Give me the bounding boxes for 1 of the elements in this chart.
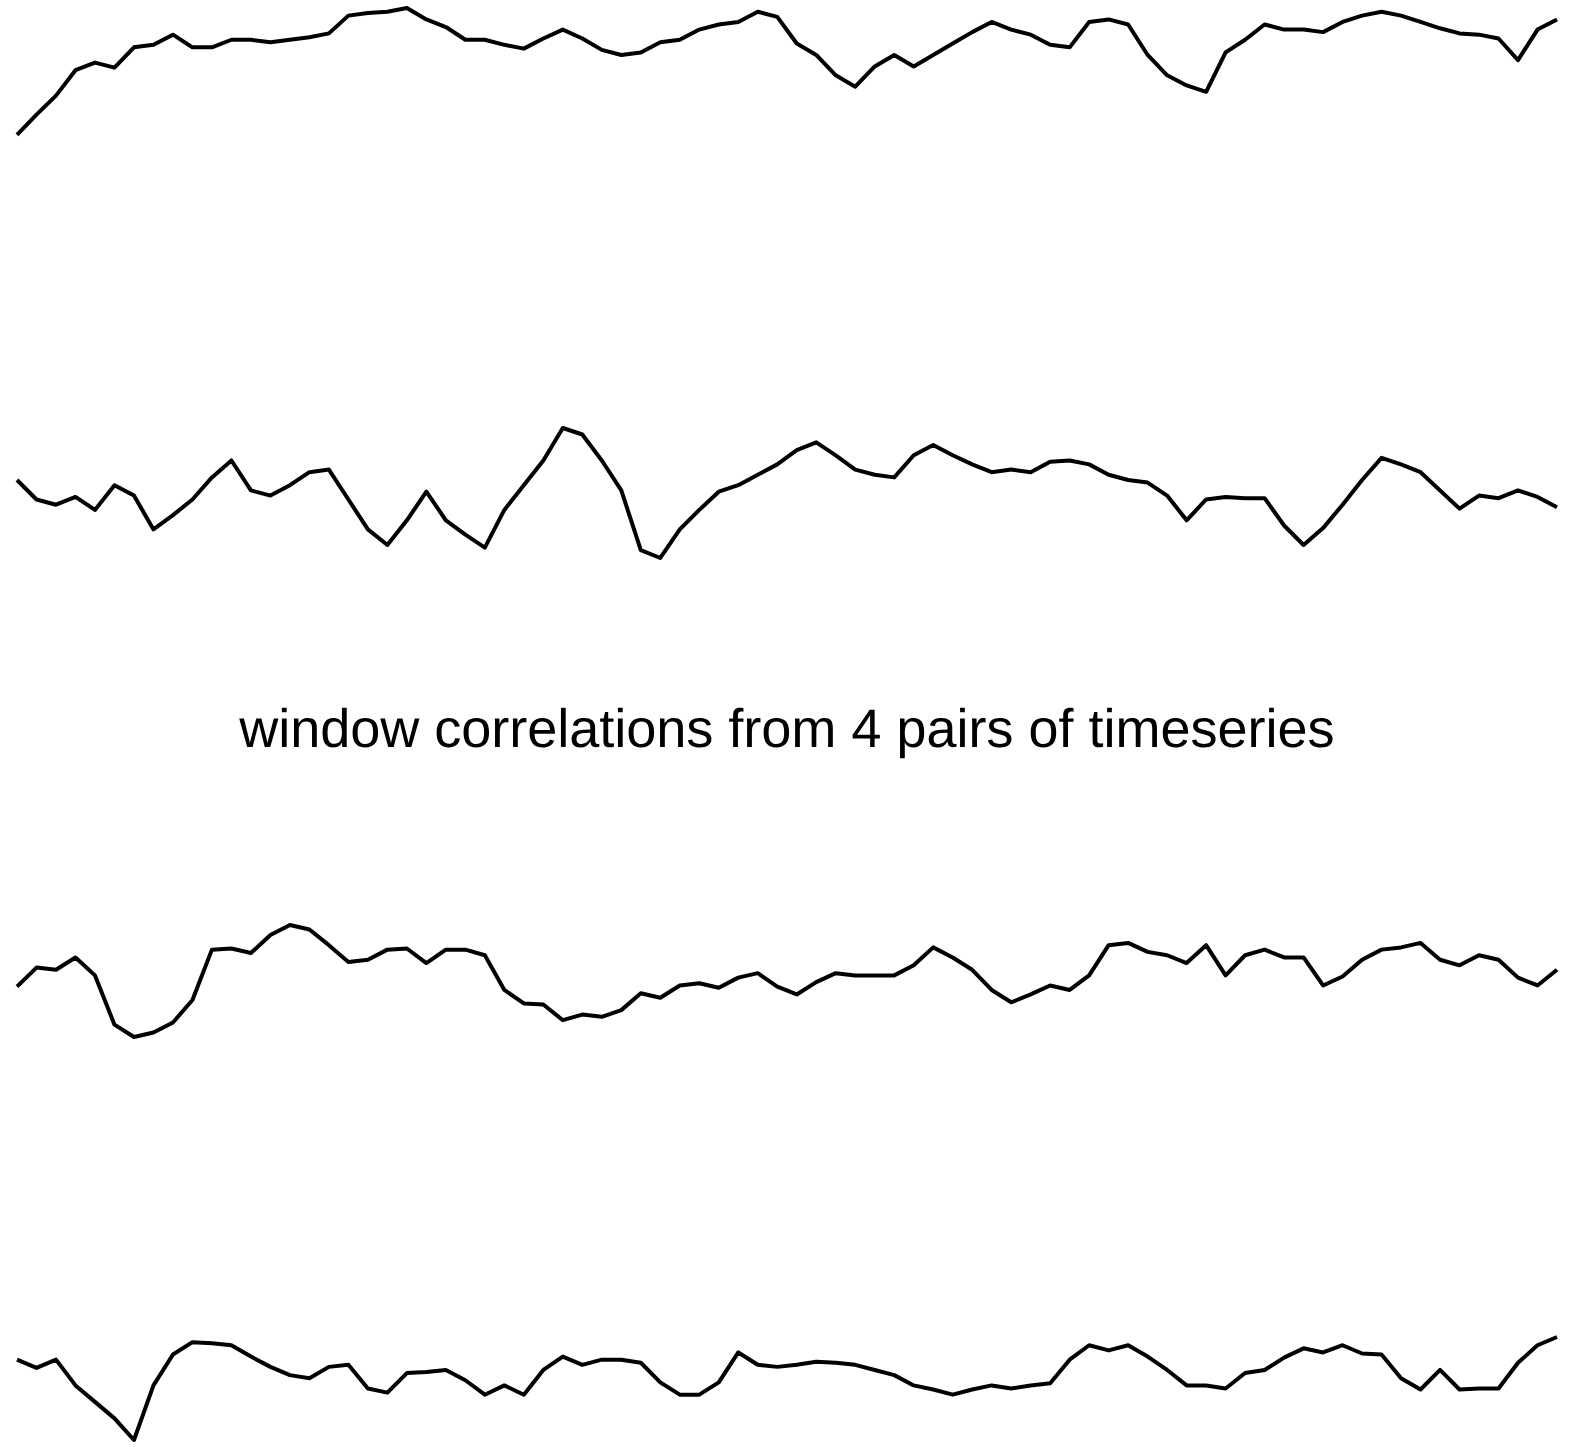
chart-title: window correlations from 4 pairs of timeseries <box>239 707 1333 759</box>
